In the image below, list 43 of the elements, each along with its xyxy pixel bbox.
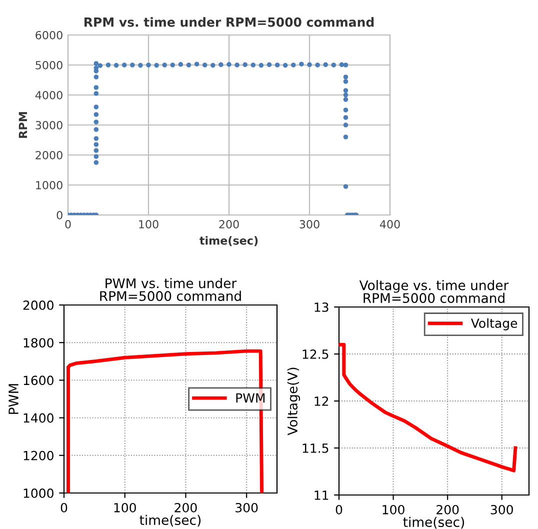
y-tick-label: 1800	[24, 338, 54, 348]
y-tick-label: 13	[314, 302, 328, 312]
x-tick-label: 300	[300, 220, 320, 228]
x-axis-title: time(sec)	[140, 514, 201, 527]
y-tick-label: 2000	[23, 300, 54, 310]
legend-label: PWM	[236, 393, 265, 402]
y-axis-title: PWM	[8, 384, 18, 414]
y-tick-label: 0	[56, 210, 62, 220]
y-tick-label: 12.5	[302, 349, 328, 359]
y-tick-label: 5000	[36, 60, 62, 70]
x-tick-label: 100	[382, 504, 404, 514]
y-tick-label: 1400	[24, 413, 54, 423]
y-tick-label: 1200	[24, 450, 54, 460]
x-tick-label: 300	[490, 504, 513, 514]
y-tick-label: 3000	[36, 120, 62, 130]
legend-label: Voltage	[470, 318, 518, 330]
x-tick-label: 0	[65, 220, 71, 228]
y-axis-title: Voltage(V)	[287, 368, 300, 436]
x-tick-label: 400	[380, 220, 400, 228]
y-tick-label: 12	[314, 396, 328, 406]
x-tick-label: 200	[219, 220, 239, 228]
chart-title: RPM vs. time under RPM=5000 command	[84, 17, 374, 27]
x-tick-label: 300	[236, 502, 258, 512]
y-tick-label: 11.5	[302, 444, 328, 453]
chart-title: PWM vs. time under RPM=5000 command	[100, 278, 241, 302]
y-tick-label: 1000	[24, 488, 54, 498]
y-tick-label: 6000	[36, 30, 62, 40]
y-tick-label: 2000	[36, 150, 62, 160]
x-axis-title: time(sec)	[403, 516, 464, 529]
y-tick-label: 11	[314, 490, 328, 500]
x-tick-label: 200	[436, 504, 459, 514]
line-series	[66, 349, 264, 493]
x-tick-label: 0	[336, 504, 342, 514]
y-tick-label: 1600	[24, 376, 54, 386]
chart-title: Voltage vs. time under RPM=5000 command	[359, 280, 509, 304]
y-axis-title: RPM	[18, 112, 27, 138]
x-tick-label: 100	[139, 220, 158, 228]
x-tick-label: 100	[114, 502, 136, 512]
x-axis-title: time(sec)	[200, 236, 258, 246]
y-tick-label: 1000	[36, 180, 62, 190]
line-series	[339, 342, 518, 472]
y-tick-label: 4000	[35, 90, 62, 100]
x-tick-label: 200	[174, 502, 197, 512]
